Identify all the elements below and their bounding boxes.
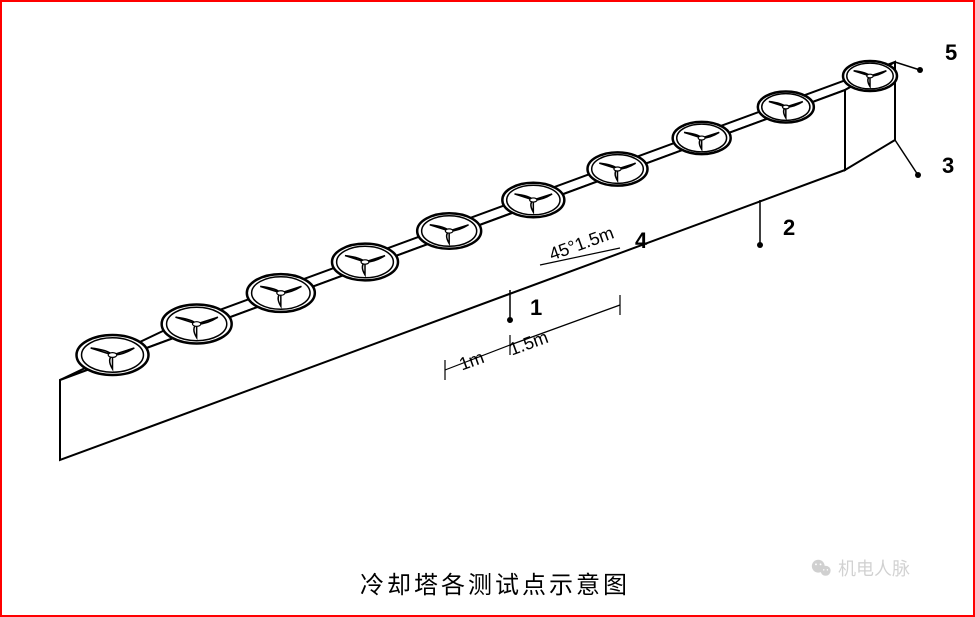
point-label-4: 4	[635, 228, 647, 254]
diagram-canvas	[0, 0, 975, 617]
watermark: 机电人脉	[810, 555, 910, 581]
wechat-icon	[810, 557, 832, 579]
point-label-5: 5	[945, 40, 957, 66]
point-label-1: 1	[530, 295, 542, 321]
point-label-2: 2	[783, 215, 795, 241]
point-label-3: 3	[942, 153, 954, 179]
cooling-tower-box	[60, 62, 895, 460]
diagram-title: 冷却塔各测试点示意图	[360, 565, 630, 600]
watermark-text: 机电人脉	[838, 555, 910, 581]
